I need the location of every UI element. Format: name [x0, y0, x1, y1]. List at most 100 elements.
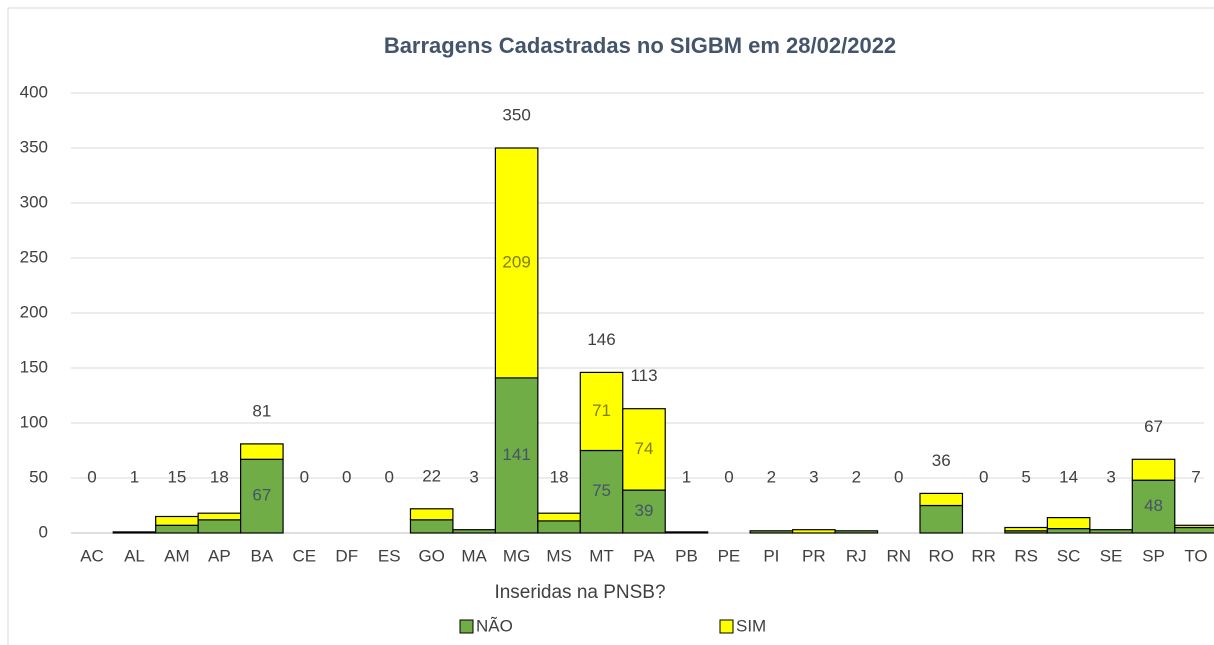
bar-segment	[197, 519, 242, 534]
total-label: 1	[682, 467, 691, 486]
chart-frame	[7, 7, 1214, 645]
bar-segment	[452, 529, 496, 534]
total-label: 0	[894, 467, 903, 486]
x-tick-label: AC	[80, 546, 104, 565]
legend-swatch	[459, 619, 474, 634]
bar-segment	[155, 515, 199, 526]
bar-segment	[622, 408, 666, 491]
x-tick-label: AL	[124, 546, 145, 565]
y-tick-label: 300	[20, 192, 48, 211]
total-label: 81	[252, 401, 271, 420]
x-tick-label: TO	[1184, 546, 1207, 565]
total-label: 3	[1106, 467, 1115, 486]
total-label: 146	[587, 330, 615, 349]
y-tick-label: 250	[20, 247, 48, 266]
x-tick-label: PR	[802, 546, 826, 565]
x-axis-label: Inseridas na PNSB?	[494, 582, 665, 603]
x-tick-label: RO	[928, 546, 954, 565]
x-tick-label: RR	[971, 546, 996, 565]
value-label: 74	[635, 439, 654, 458]
bar-segment	[834, 530, 879, 534]
bar-segment	[919, 492, 964, 507]
bar-segment	[1131, 458, 1176, 481]
total-label: 18	[210, 467, 229, 486]
total-label: 3	[809, 467, 818, 486]
total-label: 3	[469, 467, 478, 486]
total-label: 18	[550, 467, 569, 486]
value-label: 71	[592, 401, 611, 420]
bar-segment	[112, 531, 157, 534]
bar-segment	[1089, 529, 1133, 534]
y-tick-label: 50	[29, 467, 48, 486]
value-label: 141	[502, 445, 530, 464]
total-label: 0	[979, 467, 988, 486]
x-tick-label: RN	[886, 546, 911, 565]
x-tick-label: SC	[1057, 546, 1081, 565]
total-label: 0	[724, 467, 733, 486]
bar-segment	[409, 519, 454, 534]
bar-segment	[1046, 527, 1091, 534]
x-tick-label: AM	[164, 546, 190, 565]
bar-segment	[155, 524, 199, 534]
total-label: 0	[384, 467, 393, 486]
bar-segment	[919, 504, 964, 534]
total-label: 0	[87, 467, 96, 486]
total-label: 36	[932, 451, 951, 470]
total-label: 2	[852, 467, 861, 486]
x-tick-label: PI	[763, 546, 779, 565]
x-tick-label: SP	[1142, 546, 1165, 565]
bar-segment	[1046, 516, 1091, 530]
total-label: 14	[1059, 467, 1078, 486]
chart-title: Barragens Cadastradas no SIGBM em 28/02/…	[384, 33, 896, 58]
bar-segment	[792, 529, 836, 534]
bar-segment	[622, 489, 666, 534]
x-tick-label: MA	[461, 546, 487, 565]
total-label: 2	[767, 467, 776, 486]
value-label: 39	[635, 501, 654, 520]
bar-segment	[579, 449, 624, 534]
bar-segment	[409, 508, 454, 521]
x-tick-label: CE	[292, 546, 316, 565]
y-tick-label: 350	[20, 137, 48, 156]
x-tick-label: GO	[418, 546, 444, 565]
bar-segment	[1174, 526, 1214, 534]
total-label: 0	[300, 467, 309, 486]
bar-segment	[1174, 524, 1214, 529]
total-label: 7	[1191, 467, 1200, 486]
total-label: 0	[342, 467, 351, 486]
x-tick-label: DF	[335, 546, 358, 565]
legend-label: SIM	[736, 616, 766, 635]
total-label: 5	[1021, 467, 1030, 486]
bar-segment	[494, 147, 539, 379]
legend-swatch	[719, 619, 734, 634]
value-label: 209	[502, 252, 530, 271]
x-tick-label: AP	[208, 546, 231, 565]
y-tick-label: 200	[20, 302, 48, 321]
value-label: 75	[592, 481, 611, 500]
bar-segment	[240, 443, 284, 460]
y-tick-label: 0	[39, 522, 48, 541]
legend-label: NÃO	[476, 616, 513, 635]
y-tick-label: 100	[20, 412, 48, 431]
x-tick-label: MT	[589, 546, 614, 565]
x-tick-label: RS	[1014, 546, 1038, 565]
value-label: 48	[1144, 496, 1163, 515]
total-label: 1	[130, 467, 139, 486]
bar-segment	[579, 371, 624, 452]
total-label: 67	[1144, 417, 1163, 436]
y-tick-label: 150	[20, 357, 48, 376]
bar-segment	[197, 512, 242, 521]
x-tick-label: PA	[633, 546, 655, 565]
bar-segment	[537, 520, 581, 534]
total-label: 113	[630, 366, 657, 385]
bar-segment	[494, 377, 539, 534]
x-tick-label: MS	[546, 546, 572, 565]
x-tick-label: BA	[251, 546, 274, 565]
bar-segment	[664, 531, 709, 534]
bar-segment	[749, 530, 794, 534]
x-tick-label: RJ	[846, 546, 867, 565]
y-tick-label: 400	[20, 82, 48, 101]
bar-segment	[537, 512, 581, 522]
value-label: 67	[252, 486, 271, 505]
